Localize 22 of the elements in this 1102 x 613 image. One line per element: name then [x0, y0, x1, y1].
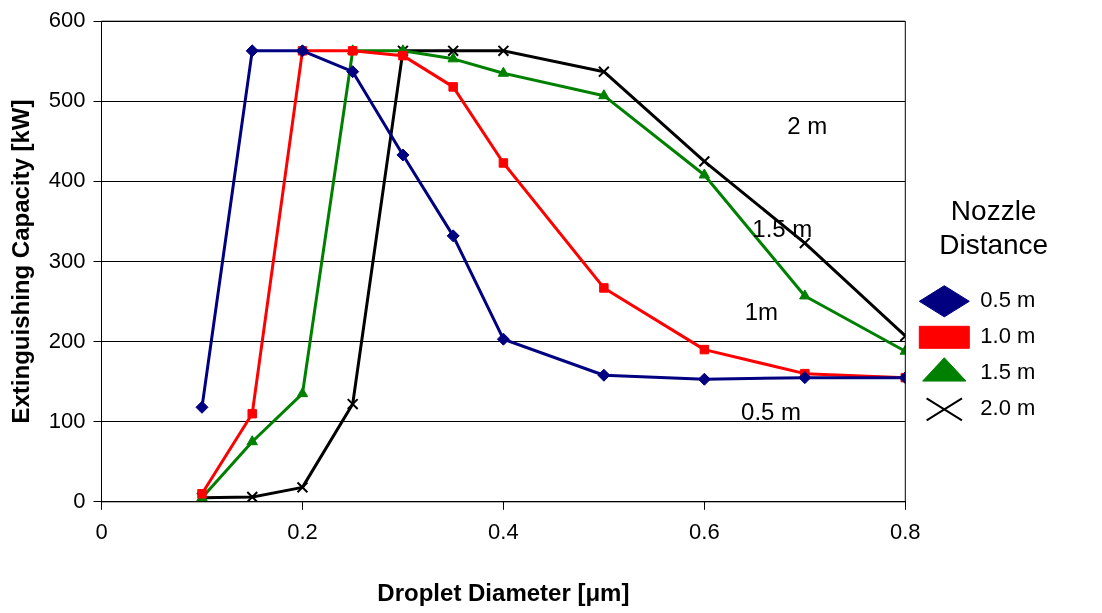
- y-axis-title: Extinguishing Capacity [kW]: [7, 99, 35, 424]
- legend-label: 1.5 m: [980, 359, 1073, 385]
- y-tick-label: 100: [48, 407, 86, 433]
- legend-label: 1.0 m: [980, 323, 1073, 349]
- y-tick-label: 200: [48, 327, 86, 353]
- legend-label: 0.5 m: [980, 287, 1073, 313]
- x-tick-label: 0.2: [287, 519, 318, 545]
- x-tick-label: 0: [95, 519, 108, 545]
- legend-title: Nozzle Distance: [939, 195, 1049, 261]
- y-tick-label: 500: [48, 87, 86, 113]
- annotation: 0.5 m: [741, 397, 802, 425]
- x-tick-label: 0.4: [488, 519, 519, 545]
- annotation: 2 m: [787, 111, 828, 139]
- annotation: 1m: [744, 297, 779, 325]
- y-tick-label: 400: [48, 167, 86, 193]
- y-tick-label: 0: [73, 487, 86, 513]
- x-axis-title: Droplet Diameter [μm]: [377, 579, 630, 607]
- y-tick-label: 300: [48, 247, 86, 273]
- x-tick-label: 0.6: [689, 519, 720, 545]
- legend-label: 2.0 m: [980, 395, 1073, 421]
- y-tick-label: 600: [48, 7, 86, 33]
- x-tick-label: 0.8: [890, 519, 921, 545]
